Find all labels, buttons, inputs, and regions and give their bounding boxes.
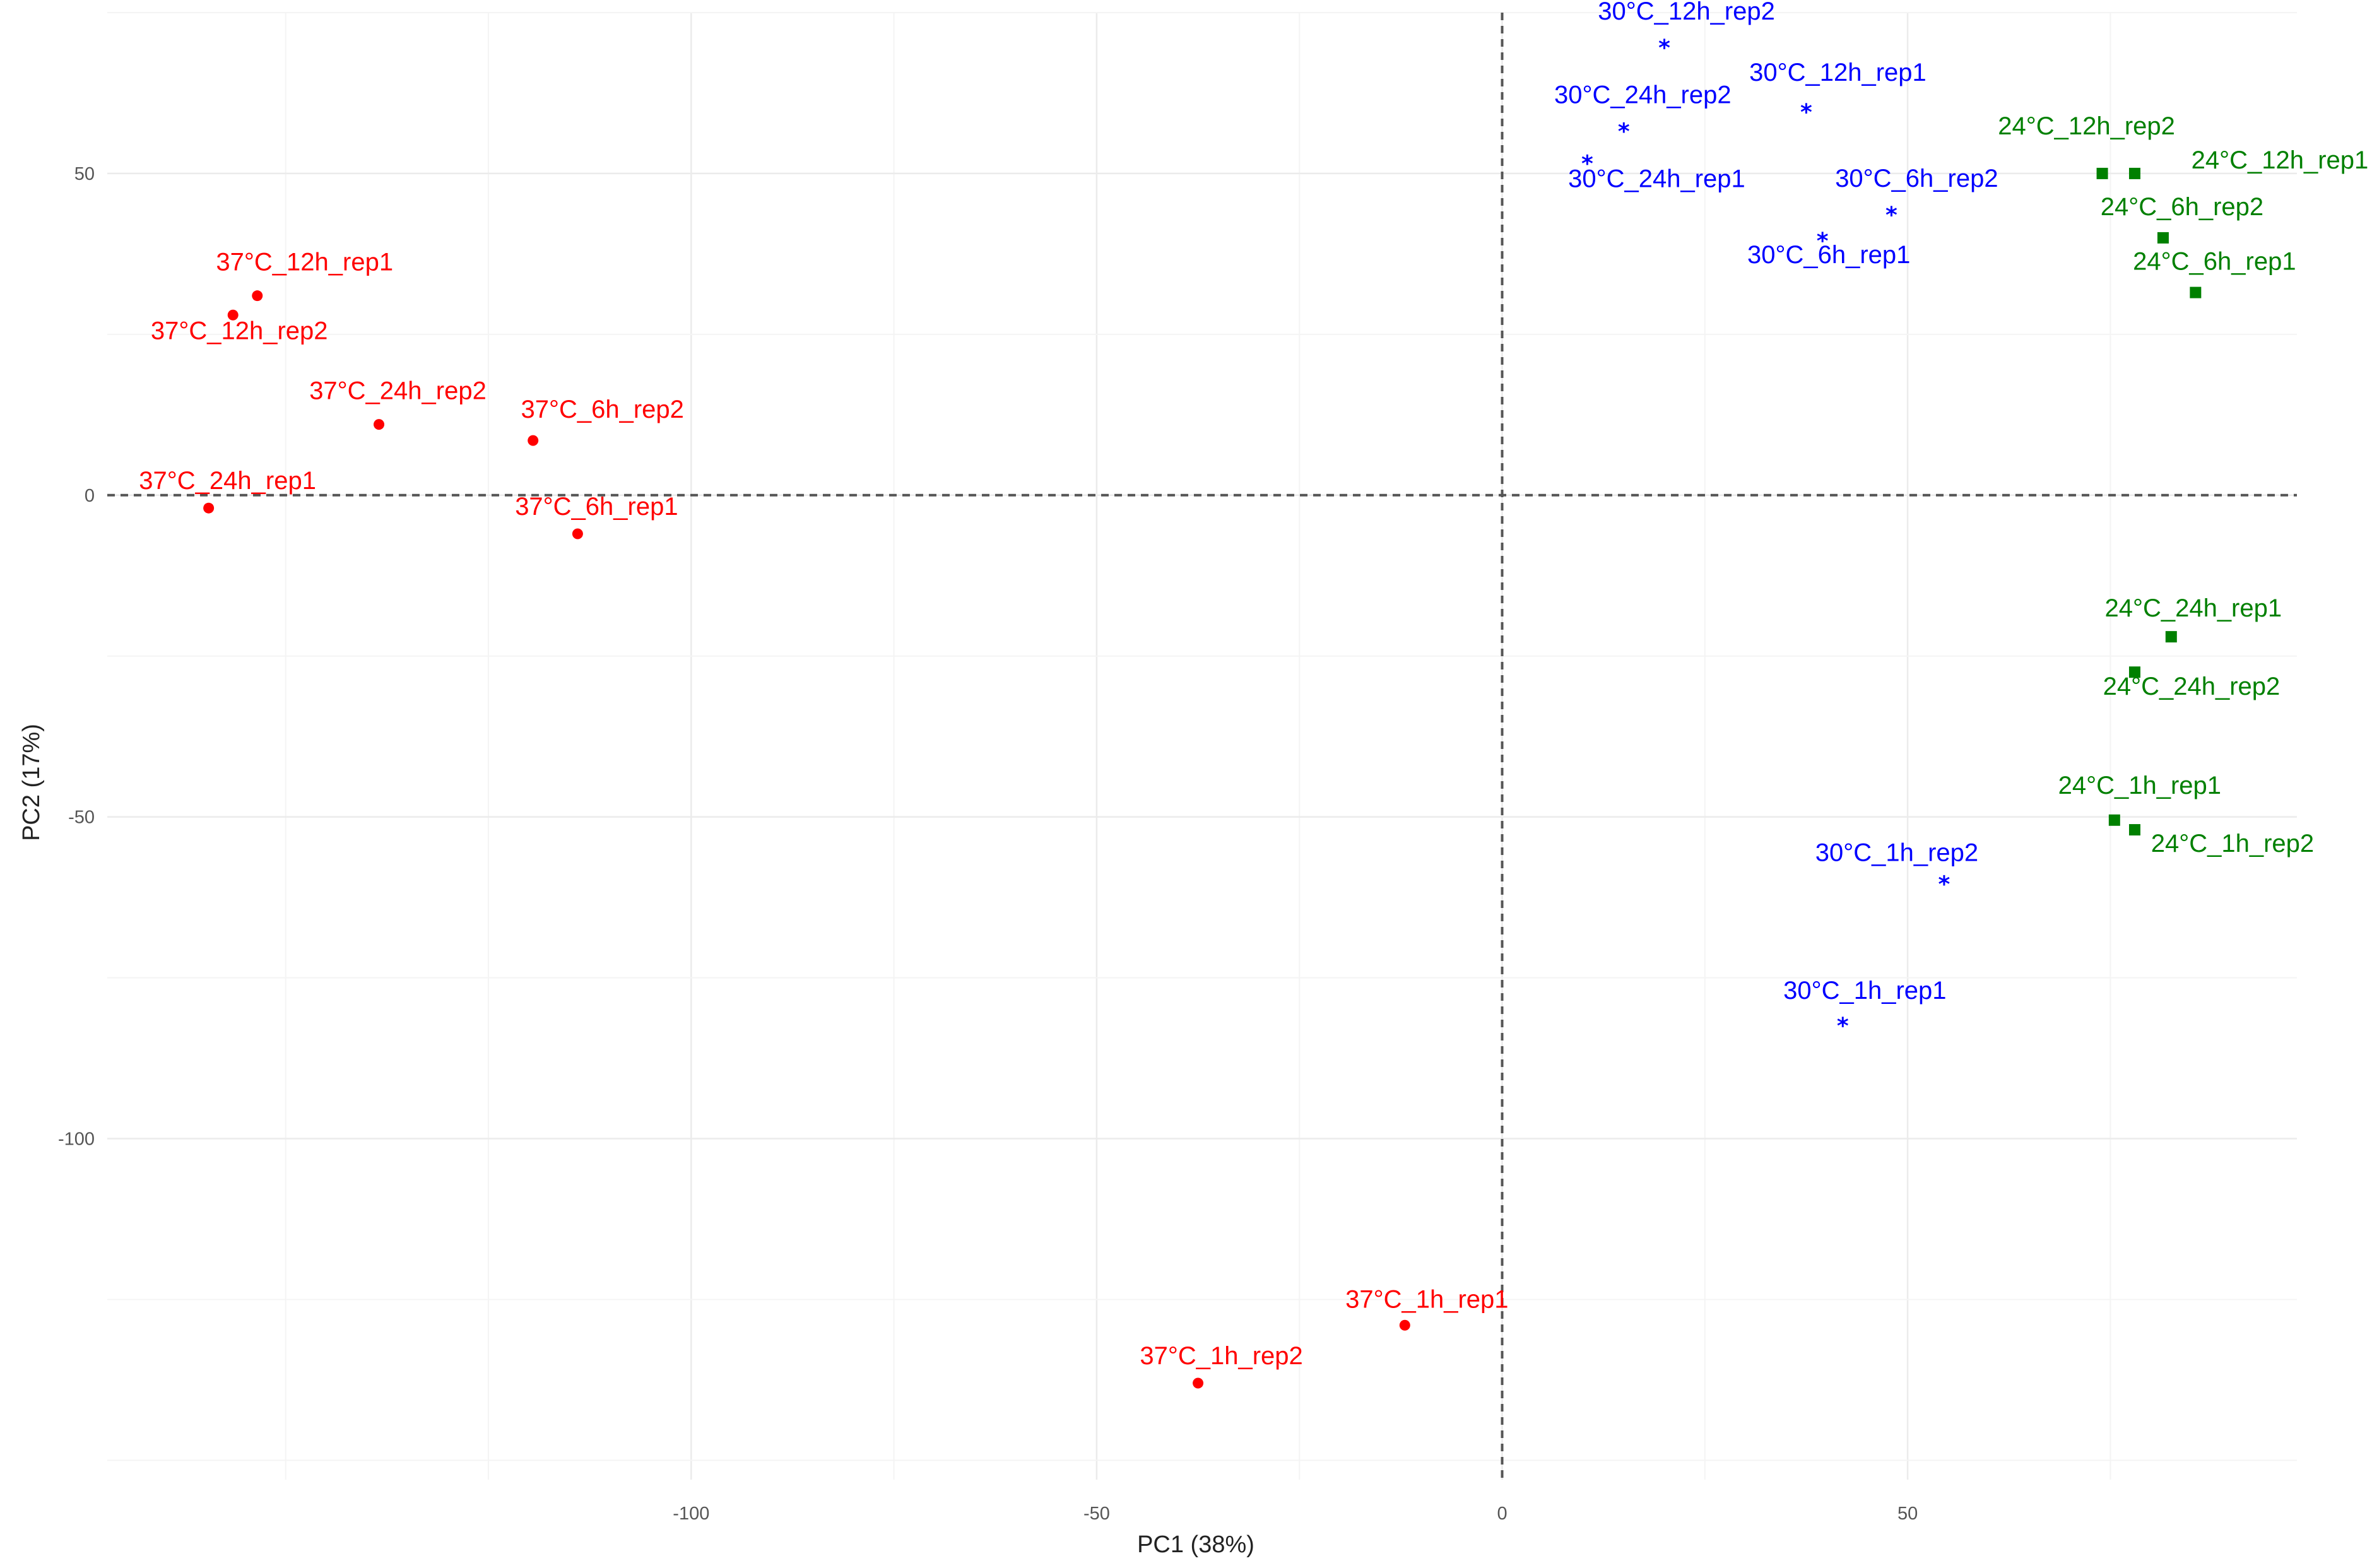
point-label: 30°C_6h_rep2 [1835,165,1998,192]
point-labels: 37°C_12h_rep1 37°C_12h_rep2 37°C_24h_rep2 3… [139,0,2368,1370]
data-point [2165,631,2177,643]
point-label: 37°C_6h_rep2 [521,396,684,423]
data-point [1399,1319,1410,1331]
data-point [528,435,539,446]
gridlines [107,12,2297,1480]
point-label: 37°C_12h_rep1 [216,249,393,276]
point-label: 30°C_12h_rep1 [1749,59,1927,86]
data-point: * [1885,203,1897,228]
data-point [2157,232,2169,244]
data-point [2128,666,2140,678]
data-point [374,419,385,430]
data-point [252,290,263,302]
data-point [227,309,239,321]
data-point: * [1658,35,1670,61]
y-tick-label: 0 [85,486,95,506]
data-point [1193,1377,1204,1389]
point-label: 30°C_24h_rep2 [1554,81,1732,109]
data-point [2128,167,2140,179]
point-label: 24°C_12h_rep1 [2192,146,2369,174]
data-point [2096,167,2108,179]
point-label: 24°C_24h_rep1 [2104,594,2282,622]
point-label: 37°C_1h_rep1 [1345,1285,1508,1313]
data-point [2190,286,2202,298]
data-points: * * * * * * * * [203,35,2202,1389]
point-label: 24°C_12h_rep2 [1998,112,2175,140]
data-point: * [1817,228,1829,254]
data-point: * [1581,151,1593,177]
point-label: 30°C_24h_rep1 [1568,165,1745,193]
point-label: 24°C_6h_rep2 [2101,193,2263,221]
x-axis-title: PC1 (38%) [1137,1531,1254,1558]
point-label: 30°C_12h_rep2 [1598,0,1775,25]
point-label: 37°C_12h_rep2 [151,317,328,345]
point-label: 24°C_24h_rep2 [2103,673,2281,700]
data-point: * [1800,100,1812,126]
point-label: 37°C_6h_rep1 [515,493,678,521]
point-label: 30°C_1h_rep2 [1815,839,1978,867]
x-tick-label: -50 [1083,1504,1110,1524]
data-point [572,528,583,539]
y-axis-title: PC2 (17%) [18,724,45,841]
point-label: 24°C_1h_rep1 [2058,772,2221,799]
x-tick-label: 50 [1897,1504,1918,1524]
point-label: 30°C_1h_rep1 [1783,977,1946,1005]
y-tick-label: 50 [74,164,95,184]
y-tick-label: -50 [68,808,95,828]
x-tick-label: -100 [673,1504,709,1524]
point-label: 37°C_24h_rep2 [309,377,487,405]
data-point [203,502,215,514]
point-label: 37°C_24h_rep1 [139,467,316,495]
data-point: * [1938,872,1950,898]
point-label: 30°C_6h_rep1 [1747,241,1910,269]
data-point: * [1837,1013,1849,1039]
data-point: * [1618,119,1630,145]
point-label: 37°C_1h_rep2 [1140,1342,1302,1370]
point-label: 24°C_6h_rep1 [2133,248,2296,276]
tick-labels: -100 -50 0 50 -100 -50 0 50 [58,164,1918,1524]
y-tick-label: -100 [58,1129,95,1150]
point-label: 24°C_1h_rep2 [2151,830,2314,858]
data-point [2128,824,2140,836]
data-point [2108,814,2120,826]
reference-lines [107,13,2297,1480]
x-tick-label: 0 [1497,1504,1507,1524]
